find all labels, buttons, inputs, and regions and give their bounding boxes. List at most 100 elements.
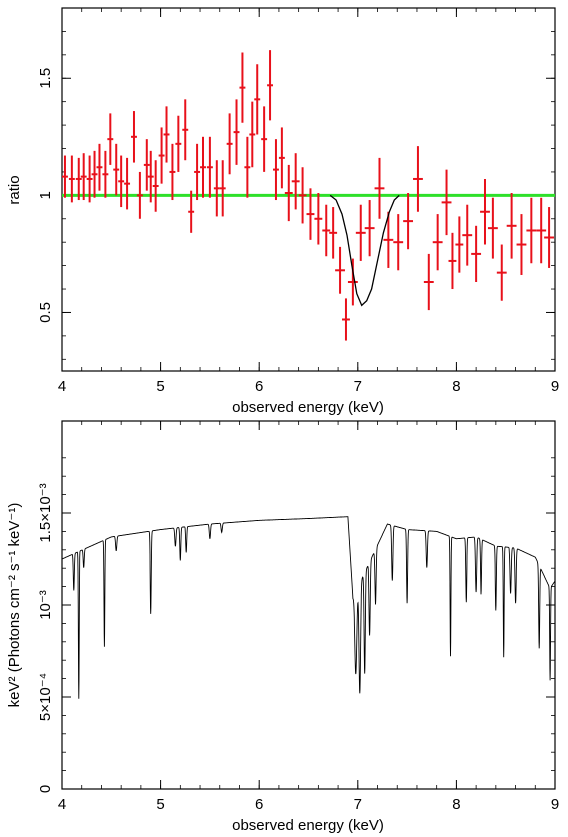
- data-point: [455, 216, 464, 273]
- spectrum-y-axis-label: keV² (Photons cm⁻² s⁻¹ keV⁻¹): [6, 503, 23, 708]
- spectrum-x-tick-label: 9: [551, 796, 559, 813]
- data-point: [96, 143, 103, 191]
- data-point: [322, 204, 331, 257]
- data-point: [254, 64, 261, 135]
- spectrum-path: [61, 516, 556, 699]
- model-spectrum: [61, 516, 556, 699]
- data-point: [273, 139, 279, 201]
- data-point: [314, 193, 323, 245]
- ratio-x-axis-label: observed energy (keV): [232, 399, 384, 416]
- data-point: [364, 200, 375, 257]
- ratio-x-tick-label: 8: [452, 378, 460, 395]
- data-point: [291, 153, 300, 210]
- ratio-plot-frame: [61, 7, 556, 372]
- data-point: [544, 207, 555, 268]
- data-point: [143, 139, 150, 191]
- data-point: [462, 204, 473, 266]
- data-point: [188, 190, 195, 233]
- data-point: [152, 160, 159, 212]
- data-point: [335, 246, 345, 294]
- data-point: [182, 99, 189, 161]
- data-point: [487, 197, 498, 259]
- data-point: [267, 50, 274, 121]
- ratio-x-tick-label: 6: [255, 378, 263, 395]
- absorption-model-path: [329, 194, 400, 307]
- ratio-x-tick-label: 7: [354, 378, 362, 395]
- spectrum-axis-ticks: 4 5 6 7 8 9 0 5×10⁻⁴ 10⁻³ 1.5×10⁻³: [37, 421, 559, 813]
- data-point: [75, 157, 82, 201]
- ratio-y-tick-label: 1: [37, 191, 54, 199]
- data-point: [441, 169, 452, 236]
- data-point: [136, 171, 143, 219]
- spectrum-x-tick-label: 6: [255, 796, 263, 813]
- data-point: [169, 143, 176, 201]
- data-point: [261, 106, 268, 172]
- spectrum-y-tick-label: 0: [37, 785, 54, 793]
- data-point: [124, 157, 131, 210]
- spectrum-x-tick-label: 5: [156, 796, 164, 813]
- data-point: [131, 111, 137, 163]
- data-point: [329, 207, 338, 259]
- data-point: [113, 143, 120, 196]
- data-point: [163, 106, 170, 163]
- data-point: [355, 204, 366, 261]
- data-point: [284, 164, 293, 222]
- data-point: [239, 52, 246, 123]
- data-point: [403, 193, 414, 250]
- spectrum-x-tick-label: 8: [452, 796, 460, 813]
- data-point: [158, 127, 165, 184]
- ratio-data-points: [62, 50, 555, 341]
- data-point: [480, 178, 490, 245]
- data-point: [80, 153, 87, 201]
- data-point: [91, 150, 98, 198]
- data-point: [298, 167, 307, 224]
- spectrum-x-tick-label: 4: [58, 796, 66, 813]
- ratio-x-tick-label: 9: [551, 378, 559, 395]
- absorption-model-curve: [329, 194, 400, 307]
- spectrum-y-tick-label: 10⁻³: [37, 590, 54, 620]
- data-point: [62, 155, 68, 198]
- data-point: [206, 136, 213, 198]
- data-point: [200, 136, 206, 198]
- data-point: [118, 155, 125, 208]
- data-point: [68, 155, 75, 203]
- data-point: [506, 193, 517, 259]
- spectrum-panel: 4 5 6 7 8 9 0 5×10⁻⁴ 10⁻³ 1.5×10⁻³ observed energ…: [6, 420, 559, 834]
- spectrum-plot-frame: [61, 420, 556, 790]
- data-point: [347, 258, 358, 306]
- ratio-x-tick-label: 4: [58, 378, 66, 395]
- data-point: [194, 143, 201, 201]
- data-point: [226, 113, 233, 175]
- spectrum-x-axis-label: observed energy (keV): [232, 817, 384, 834]
- data-point: [516, 214, 527, 275]
- data-point: [374, 157, 385, 219]
- data-point: [471, 225, 482, 283]
- data-point: [432, 214, 443, 271]
- data-point: [86, 155, 93, 203]
- data-point: [448, 232, 457, 290]
- data-point: [413, 146, 423, 212]
- data-point: [536, 197, 547, 264]
- spectrum-y-tick-label: 5×10⁻⁴: [37, 673, 54, 721]
- data-point: [342, 298, 350, 341]
- data-point: [393, 214, 404, 271]
- data-point: [244, 136, 251, 198]
- data-point: [213, 160, 220, 217]
- data-point: [496, 244, 507, 301]
- ratio-axis-ticks: 4 5 6 7 8 9 0.5 1 1.5: [37, 8, 559, 395]
- data-point: [102, 150, 109, 198]
- data-point: [306, 188, 315, 240]
- data-point: [526, 197, 537, 264]
- data-point: [249, 101, 256, 168]
- data-point: [175, 115, 182, 172]
- data-point: [107, 113, 114, 165]
- data-point: [383, 211, 394, 268]
- spectrum-y-tick-label: 1.5×10⁻³: [37, 483, 54, 542]
- ratio-y-axis-label: ratio: [6, 175, 23, 204]
- ratio-y-tick-label: 0.5: [37, 302, 54, 323]
- data-point: [423, 253, 434, 311]
- data-point: [233, 99, 240, 165]
- ratio-y-tick-label: 1.5: [37, 68, 54, 89]
- data-point: [219, 160, 226, 217]
